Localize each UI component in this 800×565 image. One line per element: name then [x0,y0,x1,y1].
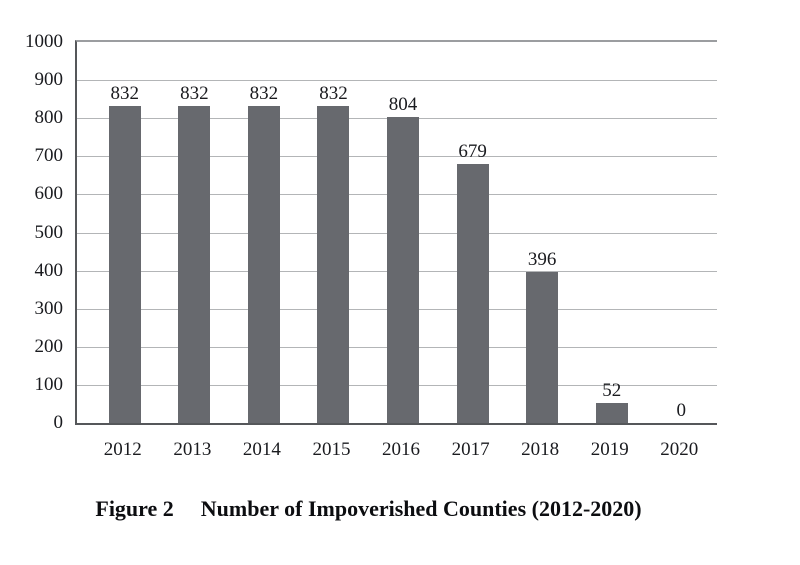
bar-value-label: 804 [388,93,418,115]
bar-slot: 832 [299,42,369,423]
x-tick-label: 2017 [451,439,490,460]
bar-value-label: 832 [249,83,279,105]
bar-slot: 0 [647,42,717,423]
bar-value-label: 679 [458,141,487,163]
bar-value-label: 396 [527,249,557,271]
caption-title: Number of Impoverished Counties (2012-20… [200,496,642,521]
caption-label: Figure 2 [95,496,174,521]
x-tick-label: 2014 [242,439,281,460]
bar-value-label: 832 [319,83,348,105]
bar [456,164,489,423]
gridline [77,80,717,82]
x-tick-label: 2012 [103,439,142,460]
bar-value-label: 0 [676,400,687,421]
bar-slot: 804 [368,42,438,423]
bar [178,106,211,423]
y-tick-label: 500 [34,221,64,243]
bars-row: 832 832 832 832 804 679 396 52 0 [90,42,716,423]
y-axis-labels: 0 100 200 300 400 500 600 700 800 900 1000 [0,0,63,565]
bar [247,106,280,423]
bar [595,403,628,423]
y-tick-label: 100 [34,373,64,395]
x-tick-label: 2020 [660,439,699,460]
bar-value-label: 52 [602,380,622,402]
y-tick-label: 700 [34,145,64,167]
x-tick-label: 2018 [521,439,560,460]
y-tick-label: 800 [34,107,64,129]
y-tick-label: 300 [34,297,64,319]
x-axis-labels: 2012 2013 2014 2015 2016 2017 2018 2019 2020 [88,437,714,463]
y-tick-label: 900 [34,69,64,91]
bar [526,272,559,423]
bar-slot: 832 [229,42,299,423]
bar-value-label: 832 [180,83,209,105]
y-tick-label: 600 [34,183,64,205]
bar [108,106,141,423]
bar-slot: 832 [160,42,230,423]
bar [317,106,350,423]
bar [387,116,420,423]
x-tick-label: 2015 [312,439,351,460]
x-tick-label: 2019 [590,439,629,460]
y-tick-label: 1000 [25,31,63,52]
bar-slot: 396 [507,42,577,423]
y-tick-label: 400 [34,259,64,281]
y-tick-label: 0 [53,412,64,433]
y-tick-label: 200 [34,335,64,357]
x-tick-label: 2016 [382,439,421,460]
x-tick-label: 2013 [173,439,212,460]
bar-slot: 679 [438,42,508,423]
figure-caption: Figure 2 Number of Impoverished Counties … [0,494,737,524]
bar-slot: 832 [90,42,160,423]
plot-area: 832 832 832 832 804 679 396 52 0 [75,40,717,425]
bar-value-label: 832 [110,83,140,105]
bar-slot: 52 [577,42,647,423]
